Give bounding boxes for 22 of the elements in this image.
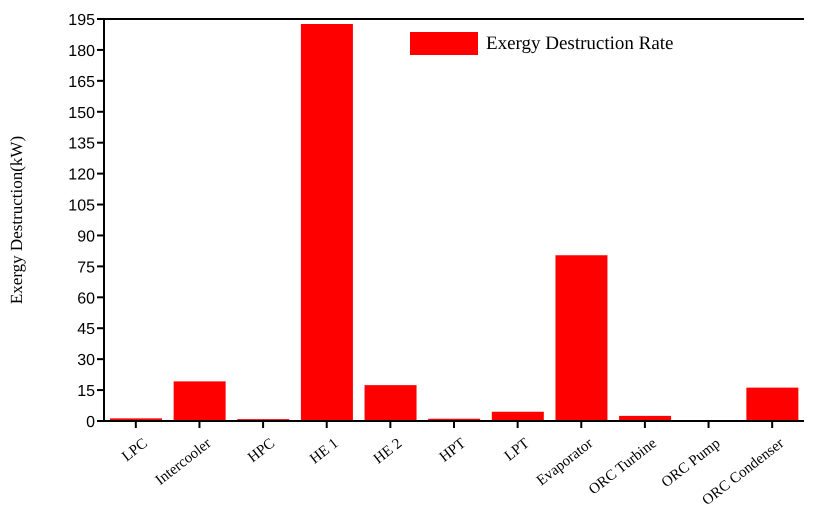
y-tick-label: 195 — [68, 12, 96, 29]
legend-label: Exergy Destruction Rate — [486, 32, 674, 54]
y-tick-label: 150 — [68, 104, 96, 122]
x-tick-label: HPC — [245, 436, 278, 466]
x-tick-label: HE 1 — [307, 436, 342, 468]
x-tick-label: HPT — [436, 436, 469, 466]
x-tick-label: HE 2 — [370, 436, 406, 468]
y-tick-label: 60 — [77, 290, 96, 308]
y-tick-label: 30 — [77, 352, 96, 370]
y-tick-label: 15 — [77, 383, 96, 400]
y-tick-label: 0 — [86, 414, 96, 431]
y-tick-label: 75 — [77, 259, 96, 276]
y-tick-label: 120 — [68, 166, 96, 184]
y-axis-title: Exergy Destruction(kW) — [7, 136, 26, 304]
y-tick-label: 165 — [68, 74, 96, 91]
y-tick-label: 180 — [68, 42, 96, 60]
x-tick-label: LPT — [502, 436, 533, 465]
y-tick-label: 45 — [77, 321, 96, 338]
y-tick-label: 135 — [68, 136, 96, 153]
y-tick-label: 90 — [77, 228, 96, 246]
x-tick-label: LPC — [119, 436, 151, 466]
y-tick-label: 105 — [68, 198, 96, 215]
